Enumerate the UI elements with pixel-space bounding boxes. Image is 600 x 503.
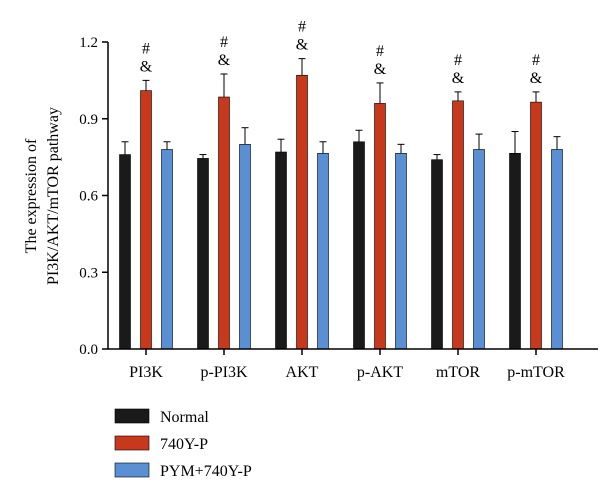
y-axis-title-group: The expression of PI3K/AKT/mTOR pathway [23,107,62,285]
annotation-ampersand: & [530,70,543,87]
bar-Normal-mTOR [431,159,443,350]
x-axis: PI3K p-PI3K AKT p-AKT mTOR p-mTOR [108,348,598,381]
bar-Normal-p-AKT [353,141,365,350]
bar-Normal-PI3K [119,154,131,350]
annotation-hash: # [298,19,306,36]
x-tick-label: AKT [286,364,319,381]
annotation-ampersand: & [452,70,465,87]
bar-740Y-P-mTOR [452,100,464,350]
y-axis-title-line: PI3K/AKT/mTOR pathway [45,107,62,285]
legend-swatch-740Y-P [114,435,150,451]
x-tick-label: p-mTOR [507,364,565,381]
y-tick-label: 1.2 [79,35,98,51]
annotation-ampersand: & [140,58,153,75]
bar-Normal-p-PI3K [197,158,209,350]
legend-label: Normal [160,409,209,426]
legend-swatch-PYM+740Y-P [114,462,150,478]
annotation-hash: # [220,34,228,51]
y-tick-label: 0.9 [79,112,98,128]
bar-PYM+740Y-P-mTOR [473,149,485,350]
bars: #&#&#& #&#&#& [119,19,563,350]
bar-Normal-AKT [275,151,287,350]
bar-PYM+740Y-P-AKT [317,152,329,350]
x-tick-label: p-AKT [357,364,403,381]
bar-PYM+740Y-P-PI3K [161,149,173,350]
bar-Normal-p-mTOR [509,152,521,350]
legend-label: PYM+740Y-P [160,463,252,480]
x-tick-label: PI3K [129,364,163,381]
bar-PYM+740Y-P-p-PI3K [239,144,251,350]
y-tick-label: 0.3 [79,265,98,281]
bar-PYM+740Y-P-p-AKT [395,152,407,350]
x-tick-label: mTOR [436,364,480,381]
annotation-hash: # [532,52,540,69]
bar-740Y-P-p-PI3K [218,96,230,350]
annotation-ampersand: & [218,52,231,69]
legend-swatch-Normal [114,408,150,424]
bar-PYM+740Y-P-p-mTOR [551,149,563,350]
legend: Normal 740Y-P PYM+740Y-P [114,408,252,480]
y-axis: 0.0 0.3 0.6 0.9 1.2 [79,35,109,358]
annotation-hash: # [454,52,462,69]
bar-740Y-P-AKT [296,74,308,350]
annotation-hash: # [142,40,150,57]
annotation-ampersand: & [296,37,309,54]
y-tick-label: 0.0 [79,342,98,358]
y-tick-label: 0.6 [79,189,98,205]
bar-740Y-P-PI3K [140,90,152,350]
y-axis-title-line: The expression of [23,138,40,253]
annotation-ampersand: & [374,61,387,78]
legend-label: 740Y-P [160,436,208,453]
annotation-hash: # [376,43,384,60]
x-tick-label: p-PI3K [200,364,248,381]
y-axis-title: The expression of PI3K/AKT/mTOR pathway [23,107,62,285]
bar-740Y-P-p-AKT [374,103,386,350]
bar-740Y-P-p-mTOR [530,101,542,350]
